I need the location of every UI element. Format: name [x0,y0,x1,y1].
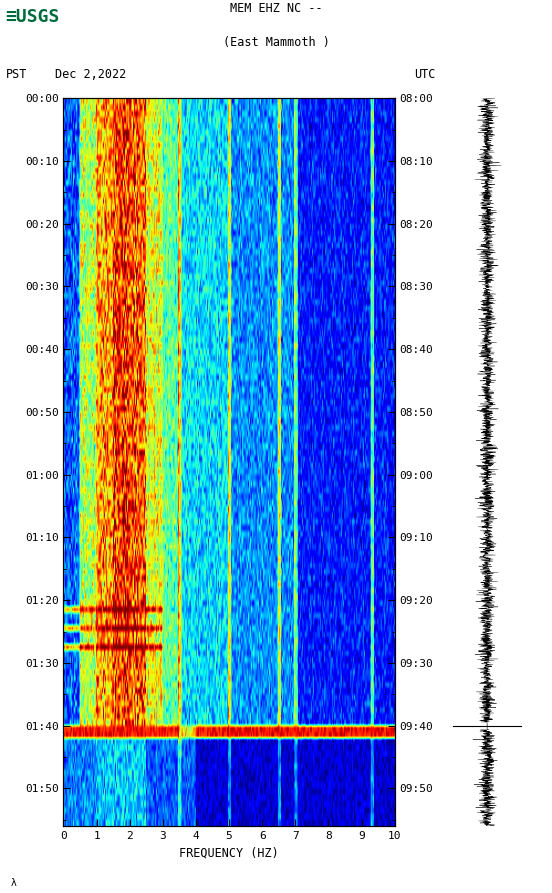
Text: λ: λ [11,878,17,888]
Text: MEM EHZ NC --: MEM EHZ NC -- [230,2,322,15]
X-axis label: FREQUENCY (HZ): FREQUENCY (HZ) [179,847,279,859]
Text: UTC: UTC [414,68,436,80]
Text: PST: PST [6,68,27,80]
Text: ≡USGS: ≡USGS [6,7,60,26]
Text: (East Mammoth ): (East Mammoth ) [222,36,330,48]
Text: Dec 2,2022: Dec 2,2022 [55,68,126,80]
